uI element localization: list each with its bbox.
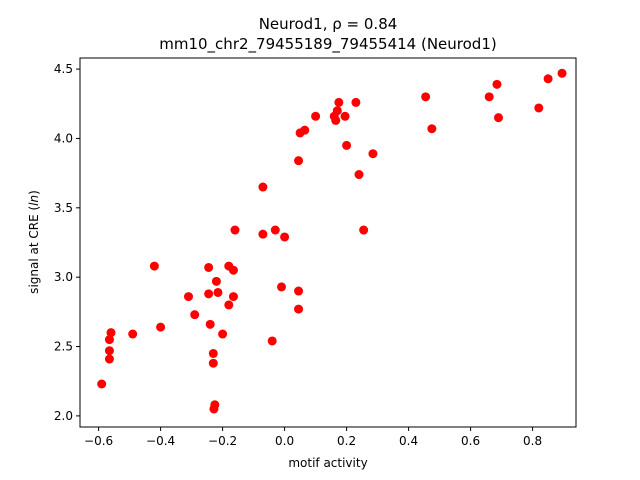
- data-point: [354, 170, 364, 180]
- x-tick-label: 0.0: [275, 434, 294, 448]
- y-tick-label: 4.0: [54, 131, 73, 145]
- data-point: [106, 328, 116, 338]
- data-point: [149, 261, 159, 271]
- x-tick-label: −0.2: [208, 434, 237, 448]
- y-tick-label: 2.0: [54, 409, 73, 423]
- y-tick-label: 2.5: [54, 340, 73, 354]
- data-point: [209, 404, 219, 414]
- data-point: [230, 225, 240, 235]
- data-point: [190, 310, 200, 320]
- x-axis-label: motif activity: [288, 456, 367, 470]
- y-tick-label: 4.5: [54, 62, 73, 76]
- y-axis-ticks: 2.0 2.5 3.0 3.5 4.0 4.5: [54, 62, 80, 423]
- data-point: [543, 74, 553, 84]
- data-point: [368, 149, 378, 159]
- data-point: [218, 329, 228, 339]
- data-point: [294, 304, 304, 314]
- y-axis-label-prefix: signal at CRE (: [27, 206, 41, 294]
- data-point: [128, 329, 138, 339]
- data-point: [267, 336, 277, 346]
- y-axis-label-suffix: ): [27, 190, 41, 195]
- data-point: [228, 265, 238, 275]
- data-point: [156, 322, 166, 332]
- data-point: [277, 282, 286, 292]
- data-point: [104, 346, 114, 356]
- data-point: [258, 229, 268, 239]
- data-point: [492, 79, 502, 89]
- data-point: [421, 92, 431, 102]
- y-tick-label: 3.5: [54, 201, 73, 215]
- data-point: [331, 115, 341, 125]
- data-point: [280, 232, 290, 242]
- data-point: [97, 379, 107, 389]
- data-point: [294, 286, 304, 296]
- data-point: [557, 68, 567, 78]
- data-point: [208, 348, 218, 358]
- data-point: [228, 292, 238, 302]
- data-point: [224, 300, 234, 310]
- data-point: [204, 289, 214, 299]
- x-tick-label: 0.2: [337, 434, 356, 448]
- x-tick-label: 0.4: [399, 434, 418, 448]
- data-point: [270, 225, 280, 235]
- x-tick-label: −0.4: [146, 434, 175, 448]
- x-tick-label: −0.6: [84, 434, 113, 448]
- data-point: [340, 111, 350, 121]
- data-point: [213, 287, 223, 297]
- x-tick-label: 0.6: [461, 434, 480, 448]
- data-point: [104, 354, 114, 364]
- data-point: [258, 182, 268, 192]
- chart-title-line1: Neurod1, ρ = 0.84: [259, 15, 398, 33]
- x-axis-ticks: −0.6 −0.4 −0.2 0.0 0.2 0.4 0.6 0.8: [84, 427, 542, 448]
- data-point: [351, 97, 361, 107]
- y-axis-label-italic: ln: [27, 195, 41, 206]
- data-point: [332, 106, 342, 116]
- y-axis-label: signal at CRE (ln): [27, 190, 41, 294]
- data-point: [534, 103, 544, 113]
- data-point: [342, 140, 352, 150]
- data-point: [211, 276, 221, 286]
- data-point: [208, 358, 218, 368]
- data-points: [97, 68, 567, 414]
- chart-title-line2: mm10_chr2_79455189_79455414 (Neurod1): [159, 35, 496, 54]
- x-tick-label: 0.8: [523, 434, 542, 448]
- data-point: [294, 156, 304, 166]
- data-point: [184, 292, 193, 302]
- plot-frame: [79, 57, 577, 428]
- data-point: [104, 335, 114, 345]
- data-point: [204, 262, 214, 272]
- data-point: [427, 124, 437, 134]
- data-point: [334, 97, 344, 107]
- data-point: [311, 111, 321, 121]
- data-point: [300, 125, 310, 135]
- y-tick-label: 3.0: [54, 270, 73, 284]
- data-point: [359, 225, 369, 235]
- data-point: [484, 92, 494, 102]
- data-point: [205, 319, 215, 329]
- data-point: [494, 113, 503, 123]
